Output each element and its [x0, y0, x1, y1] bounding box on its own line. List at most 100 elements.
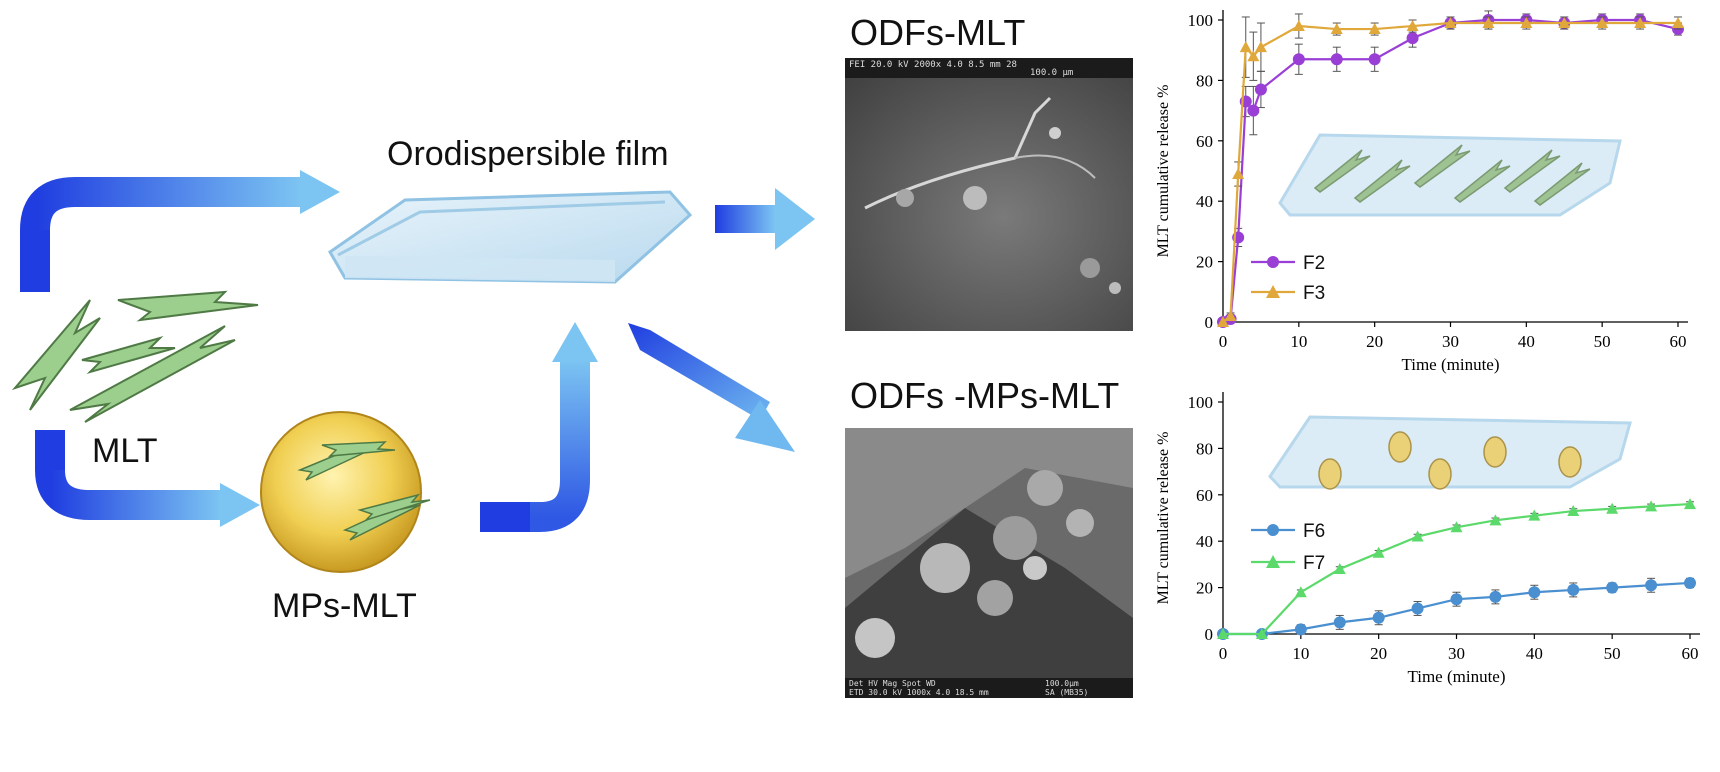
- arrow-mlt-to-film: [20, 170, 340, 292]
- y-tick-label: 0: [1205, 625, 1214, 644]
- sem-info-bar: FEI 20.0 kV 2000x 4.0 8.5 mm 28 100.0 μm: [845, 58, 1133, 78]
- data-point-F3: [1672, 17, 1684, 29]
- data-point-F3: [1634, 17, 1647, 29]
- data-point-F2: [1254, 83, 1267, 96]
- data-point-F7: [1567, 505, 1580, 517]
- mlt-crystals-graphic: [11, 290, 259, 423]
- y-tick-label: 40: [1196, 532, 1213, 551]
- sem-texture-top: [845, 78, 1133, 331]
- x-tick-label: 60: [1670, 332, 1687, 351]
- mps-mlt-label: MPs-MLT: [272, 587, 417, 625]
- data-point-F6: [1333, 616, 1346, 629]
- data-point-F3: [1217, 316, 1229, 327]
- data-point-F7: [1372, 546, 1385, 558]
- orodispersible-film-graphic: [328, 190, 693, 284]
- y-axis-label: MLT cumulative release %: [1155, 432, 1172, 605]
- legend-marker-F6: [1267, 524, 1279, 536]
- y-tick-label: 60: [1196, 132, 1213, 151]
- data-point-F6: [1567, 583, 1580, 596]
- data-point-F6: [1450, 593, 1463, 606]
- arrow-mlt-to-mps: [35, 430, 260, 527]
- x-tick-label: 50: [1604, 644, 1621, 663]
- x-tick-label: 50: [1594, 332, 1611, 351]
- data-point-F7: [1528, 509, 1541, 521]
- data-point-F3: [1444, 17, 1457, 29]
- data-point-F6: [1645, 579, 1658, 592]
- x-tick-label: 20: [1370, 644, 1387, 663]
- x-axis-label: Time (minute): [1401, 355, 1499, 374]
- data-point-F3: [1368, 23, 1381, 35]
- release-chart-odfs-mlt: 0 20 40 60 80 100 0 10 20 30 40 50 60 Time (minute) ML…: [1155, 10, 1688, 374]
- x-axis-label: Time (minute): [1407, 667, 1505, 686]
- data-point-F6: [1372, 611, 1385, 624]
- x-tick-label: 10: [1292, 644, 1309, 663]
- legend-marker-F2: [1267, 256, 1279, 268]
- x-tick-label: 30: [1448, 644, 1465, 663]
- legend-label-F2: F2: [1303, 253, 1325, 274]
- x-tick-label: 40: [1526, 644, 1543, 663]
- microsphere-shape: [1388, 431, 1412, 463]
- y-tick-label: 20: [1196, 253, 1213, 272]
- y-tick-label: 40: [1196, 192, 1213, 211]
- data-point-F6: [1411, 602, 1424, 615]
- process-diagram: [11, 170, 815, 573]
- data-point-F6: [1684, 576, 1696, 589]
- data-point-F3: [1239, 41, 1252, 53]
- data-point-F3: [1330, 23, 1343, 35]
- data-point-F7: [1645, 500, 1658, 512]
- data-point-F7: [1333, 563, 1346, 575]
- sem-image-odfs-mlt: FEI 20.0 kV 2000x 4.0 8.5 mm 28 100.0 μm: [845, 58, 1133, 331]
- x-tick-label: 0: [1219, 644, 1228, 663]
- x-tick-label: 30: [1442, 332, 1459, 351]
- data-point-F3: [1406, 20, 1419, 32]
- microsphere-shape: [1318, 458, 1342, 490]
- x-tick-label: 0: [1219, 332, 1228, 351]
- data-point-F7: [1450, 521, 1463, 533]
- data-point-F7: [1217, 628, 1229, 639]
- y-tick-label: 100: [1188, 11, 1214, 30]
- data-point-F6: [1489, 590, 1502, 603]
- data-point-F6: [1294, 623, 1307, 636]
- data-point-F3: [1247, 50, 1260, 62]
- release-chart-odfs-mps-mlt: 0 20 40 60 80 100 0 10 20 30 40 50 60 Time (minute) ML…: [1155, 392, 1700, 686]
- crystal-shape: [1453, 159, 1511, 203]
- x-tick-label: 20: [1366, 332, 1383, 351]
- data-point-F3: [1224, 309, 1237, 321]
- odfs-mps-mlt-label: ODFs -MPs-MLT: [850, 375, 1120, 416]
- data-point-F3: [1254, 41, 1267, 53]
- data-point-F7: [1294, 586, 1307, 598]
- crystal-shape: [1353, 159, 1411, 203]
- data-point-F2: [1368, 53, 1381, 66]
- y-tick-label: 0: [1205, 313, 1214, 332]
- sem-texture-bottom: [845, 428, 1133, 678]
- film-shape: [1268, 415, 1632, 489]
- mlt-label: MLT: [92, 432, 158, 470]
- data-point-F7: [1411, 530, 1424, 542]
- arrow-film-to-odfs-mlt: [715, 188, 815, 250]
- microsphere-shape: [1558, 446, 1582, 478]
- series-line-F6: [1223, 581, 1691, 636]
- arrow-film-to-odfs-mps-mlt: [628, 323, 795, 452]
- x-tick-label: 10: [1290, 332, 1307, 351]
- y-tick-label: 80: [1196, 439, 1213, 458]
- data-point-F7: [1606, 502, 1619, 514]
- y-tick-label: 20: [1196, 579, 1213, 598]
- y-tick-label: 80: [1196, 71, 1213, 90]
- data-point-F3: [1558, 17, 1571, 29]
- crystal-shape: [1533, 162, 1591, 206]
- crystal-shape: [1313, 149, 1371, 193]
- x-tick-label: 60: [1682, 644, 1699, 663]
- data-point-F3: [1520, 17, 1533, 29]
- legend-marker-F7: [1266, 555, 1280, 568]
- film-illustration: [1268, 415, 1632, 490]
- data-point-F2: [1247, 104, 1260, 117]
- legend-label-F3: F3: [1303, 283, 1325, 304]
- data-point-F6: [1606, 581, 1619, 594]
- film-label: Orodispersible film: [387, 135, 669, 173]
- sem-image-odfs-mps-mlt: Det HV Mag Spot WD ETD 30.0 kV 1000x 4.0…: [845, 428, 1133, 698]
- microsphere-graphic: [260, 411, 431, 573]
- y-tick-label: 100: [1188, 393, 1214, 412]
- sem-info-bar-bottom: Det HV Mag Spot WD ETD 30.0 kV 1000x 4.0…: [845, 678, 1133, 698]
- data-point-F7: [1684, 498, 1696, 510]
- data-point-F3: [1596, 17, 1609, 29]
